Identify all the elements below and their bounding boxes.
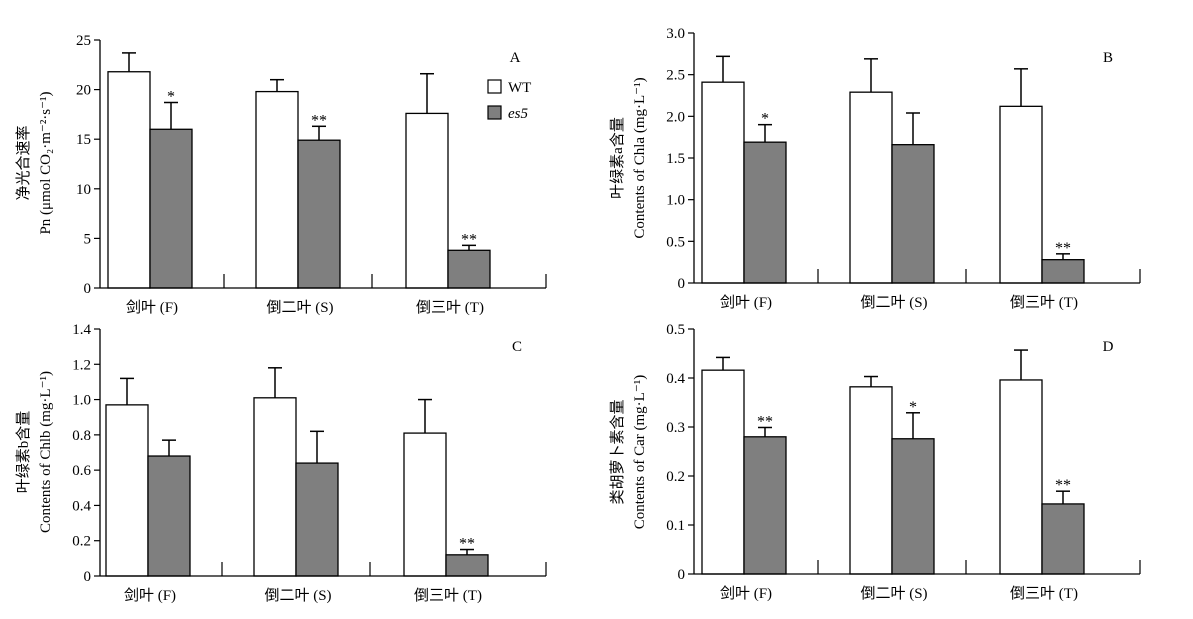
bar-C-es5-2	[445, 554, 489, 577]
y-tick-label-B-4: 2.0	[666, 109, 685, 125]
bar-D-wt-1	[849, 386, 893, 575]
legend-swatch-es5	[487, 105, 502, 120]
y-tick-label-D-5: 0.5	[666, 322, 685, 338]
significance-mark-C-es5-2: **	[459, 536, 475, 553]
panel-D: *****00.10.20.30.40.5剑叶 (F) 倒二叶 (S) 倒三叶 (T…	[609, 322, 1141, 602]
bar-A-wt-0	[107, 71, 151, 289]
x-tick-label-D-1: 倒二叶 (S)	[860, 585, 927, 602]
bar-C-wt-1	[253, 397, 297, 577]
panel-C: ** 0 0.2 0.4 0.6 0.8 1.0 1.2 1.4 剑叶 (F) 倒二叶 (S) 倒三叶…	[15, 322, 547, 604]
legend-label-wt: WT	[508, 80, 531, 96]
bar-B-wt-1	[849, 91, 893, 284]
x-tick-label-B-2: 倒三叶 (T)	[1010, 294, 1078, 311]
x-tick-label-A-1: 倒二叶 (S)	[266, 299, 333, 316]
significance-mark-B-es5-2: **	[1055, 240, 1071, 257]
y-tick-label-C-7: 1.4	[72, 322, 91, 338]
y-tick-label-D-3: 0.3	[666, 420, 685, 436]
y-tick-label-A-4: 20	[76, 83, 91, 99]
y-tick-label-B-5: 2.5	[666, 68, 685, 84]
panel-B: ***00.51.01.52.02.53.0剑叶 (F) 倒二叶 (S) 倒三叶 (…	[609, 26, 1141, 311]
bar-B-es5-0	[743, 141, 787, 284]
y-tick-label-B-1: 0.5	[666, 234, 685, 250]
panel-label-D: D	[1103, 339, 1114, 355]
y-tick-label-B-3: 1.5	[666, 151, 685, 167]
y-tick-label-A-1: 5	[84, 231, 92, 247]
bar-B-es5-1	[891, 144, 935, 284]
y-axis-title-cn-C: 叶绿素b含量	[15, 411, 32, 494]
y-tick-label-D-1: 0.1	[666, 518, 685, 534]
panel-label-C: C	[512, 339, 522, 355]
bar-B-wt-2	[999, 105, 1043, 284]
y-tick-label-B-2: 1.0	[666, 193, 685, 209]
legend-swatch-wt	[487, 79, 502, 94]
legend-label-es5: es5	[508, 106, 528, 122]
bar-A-es5-1	[297, 139, 341, 289]
bar-A-wt-2	[405, 112, 449, 289]
bar-A-wt-1	[255, 90, 299, 289]
bar-D-wt-2	[999, 379, 1043, 575]
y-axis-title-cn-D: 类胡萝卜素含量	[609, 399, 626, 504]
panel-label-B: B	[1103, 50, 1113, 66]
panel-label-A: A	[510, 50, 521, 66]
y-axis-title-en-A: Pn (μmol CO₂·m⁻²·s⁻¹)	[38, 91, 54, 234]
significance-mark-D-es5-2: **	[1055, 477, 1071, 494]
x-tick-label-B-1: 倒二叶 (S)	[860, 294, 927, 311]
y-axis-title-en-B: Contents of Chla (mg·L⁻¹)	[632, 77, 648, 238]
bar-A-es5-2	[447, 249, 491, 289]
bar-A-es5-0	[149, 128, 193, 289]
significance-mark-D-es5-1: *	[909, 399, 917, 416]
y-tick-label-A-3: 15	[76, 132, 91, 148]
significance-mark-A-es5-1: **	[311, 112, 327, 129]
y-tick-label-D-4: 0.4	[666, 371, 685, 387]
significance-mark-A-es5-2: **	[461, 231, 477, 248]
y-axis-title-en-D: Contents of Car (mg·L⁻¹)	[632, 375, 648, 529]
y-axis-title-cn-A: 净光合速率	[15, 125, 32, 200]
y-tick-label-A-2: 10	[76, 182, 91, 198]
bar-D-es5-2	[1041, 503, 1085, 575]
bar-D-wt-0	[701, 369, 745, 575]
y-tick-label-C-4: 0.8	[72, 428, 91, 444]
x-tick-label-C-0: 剑叶 (F)	[124, 587, 176, 604]
significance-mark-B-es5-0: *	[761, 111, 769, 128]
y-tick-label-C-2: 0.4	[72, 498, 91, 514]
y-tick-label-B-6: 3.0	[666, 26, 685, 42]
y-tick-label-C-0: 0	[84, 569, 92, 585]
x-tick-label-C-1: 倒二叶 (S)	[264, 587, 331, 604]
legend: WT es5	[487, 79, 531, 122]
y-tick-label-D-2: 0.2	[666, 469, 685, 485]
x-tick-label-B-0: 剑叶 (F)	[720, 294, 772, 311]
x-tick-label-A-0: 剑叶 (F)	[126, 299, 178, 316]
bar-C-wt-2	[403, 432, 447, 577]
significance-mark-A-es5-0: *	[167, 88, 175, 105]
bar-C-es5-0	[147, 455, 191, 577]
x-tick-label-A-2: 倒三叶 (T)	[416, 299, 484, 316]
y-tick-label-C-6: 1.2	[72, 357, 91, 373]
y-tick-label-D-0: 0	[678, 567, 686, 583]
y-tick-label-C-5: 1.0	[72, 393, 91, 409]
y-axis-title-en-C: Contents of Chlb (mg·L⁻¹)	[38, 371, 54, 533]
y-tick-label-B-0: 0	[678, 276, 686, 292]
bar-B-es5-2	[1041, 259, 1085, 284]
significance-mark-D-es5-0: **	[757, 413, 773, 430]
y-axis-title-cn-B: 叶绿素a含量	[609, 117, 626, 199]
bar-C-wt-0	[105, 404, 149, 577]
y-tick-label-A-0: 0	[84, 281, 92, 297]
bar-D-es5-1	[891, 438, 935, 575]
x-tick-label-D-2: 倒三叶 (T)	[1010, 585, 1078, 602]
bar-B-wt-0	[701, 81, 745, 284]
x-tick-label-C-2: 倒三叶 (T)	[414, 587, 482, 604]
y-tick-label-A-5: 25	[76, 33, 91, 49]
bar-D-es5-0	[743, 436, 787, 575]
bar-C-es5-1	[295, 462, 339, 577]
y-tick-label-C-1: 0.2	[72, 534, 91, 550]
y-tick-label-C-3: 0.6	[72, 463, 91, 479]
x-tick-label-D-0: 剑叶 (F)	[720, 585, 772, 602]
